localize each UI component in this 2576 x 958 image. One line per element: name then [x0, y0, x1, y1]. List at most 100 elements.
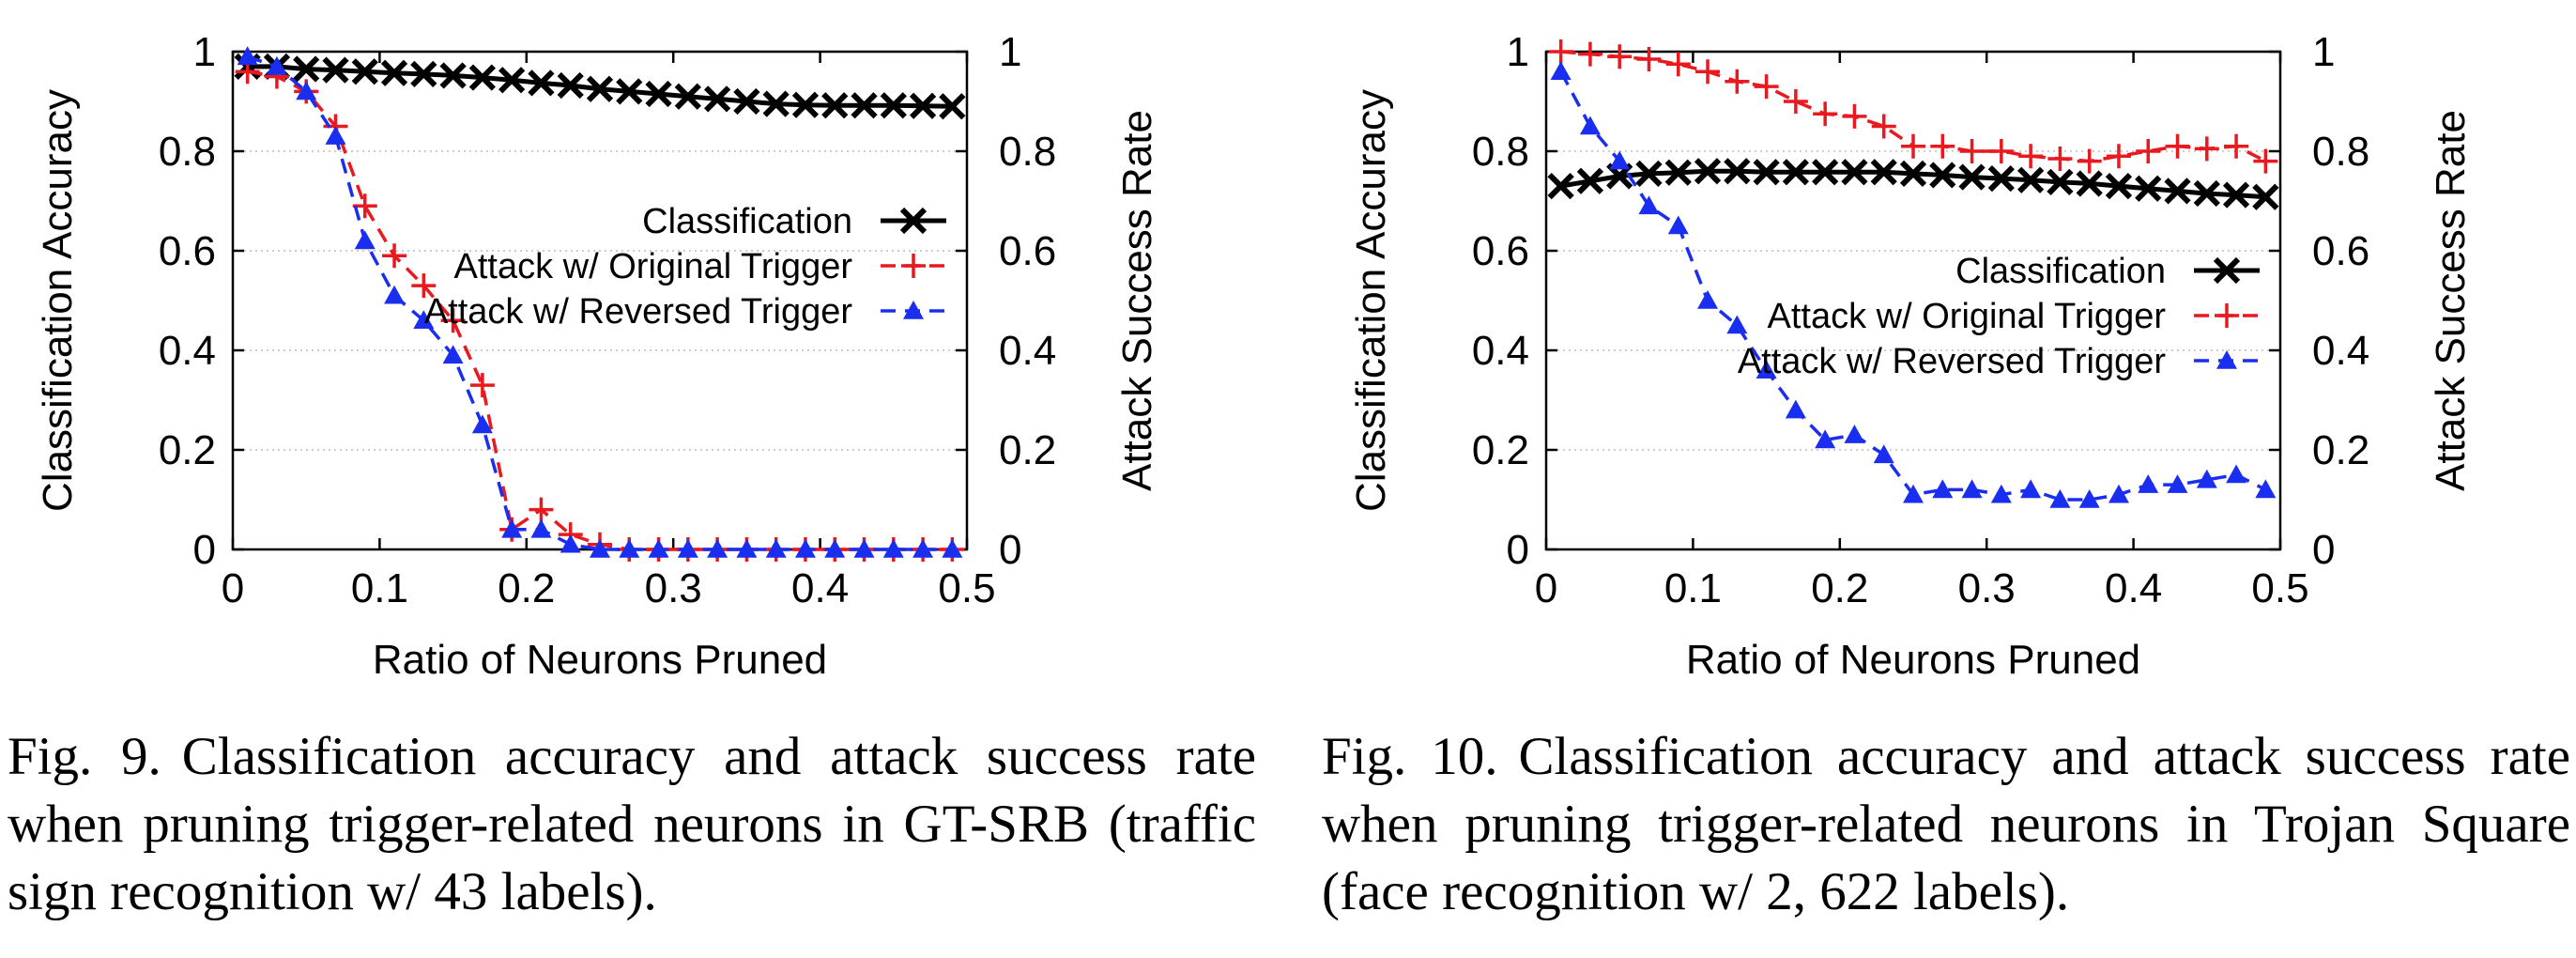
data-point — [590, 539, 610, 558]
series-attack-w-reversed-trigger — [237, 46, 963, 558]
y-tick-label: 0.2 — [1472, 427, 1529, 473]
data-point — [1958, 163, 1986, 191]
data-point — [1785, 399, 1806, 419]
x-tick-label: 0.2 — [1811, 565, 1868, 611]
data-point — [616, 78, 643, 105]
data-point — [1548, 39, 1573, 64]
data-point — [939, 93, 966, 120]
data-point — [442, 345, 464, 364]
data-point — [2047, 168, 2074, 195]
data-point — [1844, 425, 1865, 443]
data-point — [469, 373, 495, 398]
data-point — [1695, 59, 1721, 85]
series-attack-w-original-trigger — [1548, 39, 2278, 174]
data-point — [2222, 181, 2250, 209]
data-point — [471, 414, 493, 434]
data-point — [1547, 172, 1574, 200]
data-point — [1754, 74, 1779, 100]
data-point — [648, 539, 669, 558]
data-point — [380, 59, 408, 86]
data-point — [1990, 484, 2012, 503]
data-point — [1579, 116, 1601, 135]
data-point — [2138, 474, 2159, 493]
legend-label: Attack w/ Original Trigger — [454, 247, 853, 286]
data-point — [2167, 474, 2188, 493]
data-point — [1959, 139, 1985, 163]
data-point — [1753, 159, 1780, 186]
data-point — [2076, 170, 2103, 197]
data-point — [2253, 148, 2278, 174]
data-point — [1725, 69, 1750, 94]
figure-10-caption: Fig. 10. Classification accuracy and atta… — [1322, 723, 2570, 926]
data-point — [293, 55, 320, 83]
legend-marker — [899, 207, 928, 235]
data-point — [1697, 290, 1719, 309]
data-point — [1576, 167, 1604, 194]
data-point — [677, 539, 698, 558]
data-point — [1782, 159, 1810, 186]
x-tick-label: 0.2 — [498, 565, 555, 611]
data-point — [413, 310, 435, 329]
data-point — [237, 46, 258, 66]
y2-tick-label: 0 — [999, 527, 1021, 573]
data-point — [882, 539, 904, 558]
y-tick-label: 0 — [1507, 527, 1529, 573]
chart-fig-9: 0 00.2 0.20.4 0.40.6 0.60.8 0.81 10 0.1 0.2 0.3 0.… — [35, 29, 1160, 683]
data-point — [2252, 183, 2279, 210]
data-point — [1665, 52, 1691, 77]
data-point — [2226, 464, 2247, 484]
data-point — [707, 539, 728, 558]
y-tick-label: 0.6 — [1472, 228, 1529, 274]
data-point — [1636, 46, 1662, 71]
data-point — [351, 58, 378, 85]
caption-text: Classification accuracy and attack succe… — [8, 727, 1256, 921]
data-point — [2164, 178, 2191, 205]
data-point — [468, 64, 497, 91]
y2-tick-label: 1 — [999, 29, 1021, 75]
data-point — [1607, 44, 1633, 70]
data-point — [1815, 429, 1836, 449]
data-point — [384, 285, 406, 304]
y-tick-label: 0.6 — [159, 228, 216, 274]
data-point — [703, 85, 731, 113]
data-point — [1813, 101, 1838, 127]
data-point — [1756, 360, 1777, 379]
y-tick-label: 0.4 — [159, 328, 216, 374]
y2-tick-label: 0.6 — [2312, 228, 2369, 274]
x-tick-label: 0.5 — [938, 565, 995, 611]
data-point — [440, 308, 466, 333]
x-tick-label: 0.5 — [2251, 565, 2308, 611]
data-point — [2135, 175, 2162, 202]
data-point — [1930, 133, 1955, 159]
data-point — [1899, 160, 1927, 187]
data-point — [498, 67, 526, 94]
data-point — [2016, 166, 2045, 193]
data-point — [439, 62, 467, 89]
data-point — [1783, 89, 1808, 114]
data-point — [325, 126, 346, 145]
y2-axis-title: Attack Success Rate — [1114, 110, 1160, 491]
x-tick-label: 0.1 — [351, 565, 408, 611]
data-point — [736, 539, 758, 558]
y-tick-label: 0 — [193, 527, 216, 573]
data-point — [1873, 444, 1894, 464]
data-point — [530, 518, 552, 538]
series-classification — [1547, 158, 2279, 210]
caption-label: Fig. 10. — [1322, 727, 1498, 786]
data-point — [765, 539, 787, 558]
legend-label: Classification — [642, 202, 852, 241]
data-point — [296, 81, 317, 100]
x-tick-label: 0 — [1535, 565, 1557, 611]
y2-tick-label: 0.8 — [999, 129, 1056, 175]
data-point — [1638, 195, 1660, 215]
x-tick-label: 0.3 — [1958, 565, 2016, 611]
caption-label: Fig. 9. — [8, 727, 161, 786]
caption-text: Classification accuracy and attack succe… — [1322, 727, 2570, 921]
data-point — [2047, 146, 2073, 171]
data-point — [411, 273, 437, 299]
x-tick-label: 0 — [222, 565, 244, 611]
data-point — [1664, 159, 1692, 186]
data-point — [2077, 148, 2102, 174]
data-point — [619, 539, 640, 558]
data-point — [733, 87, 760, 116]
